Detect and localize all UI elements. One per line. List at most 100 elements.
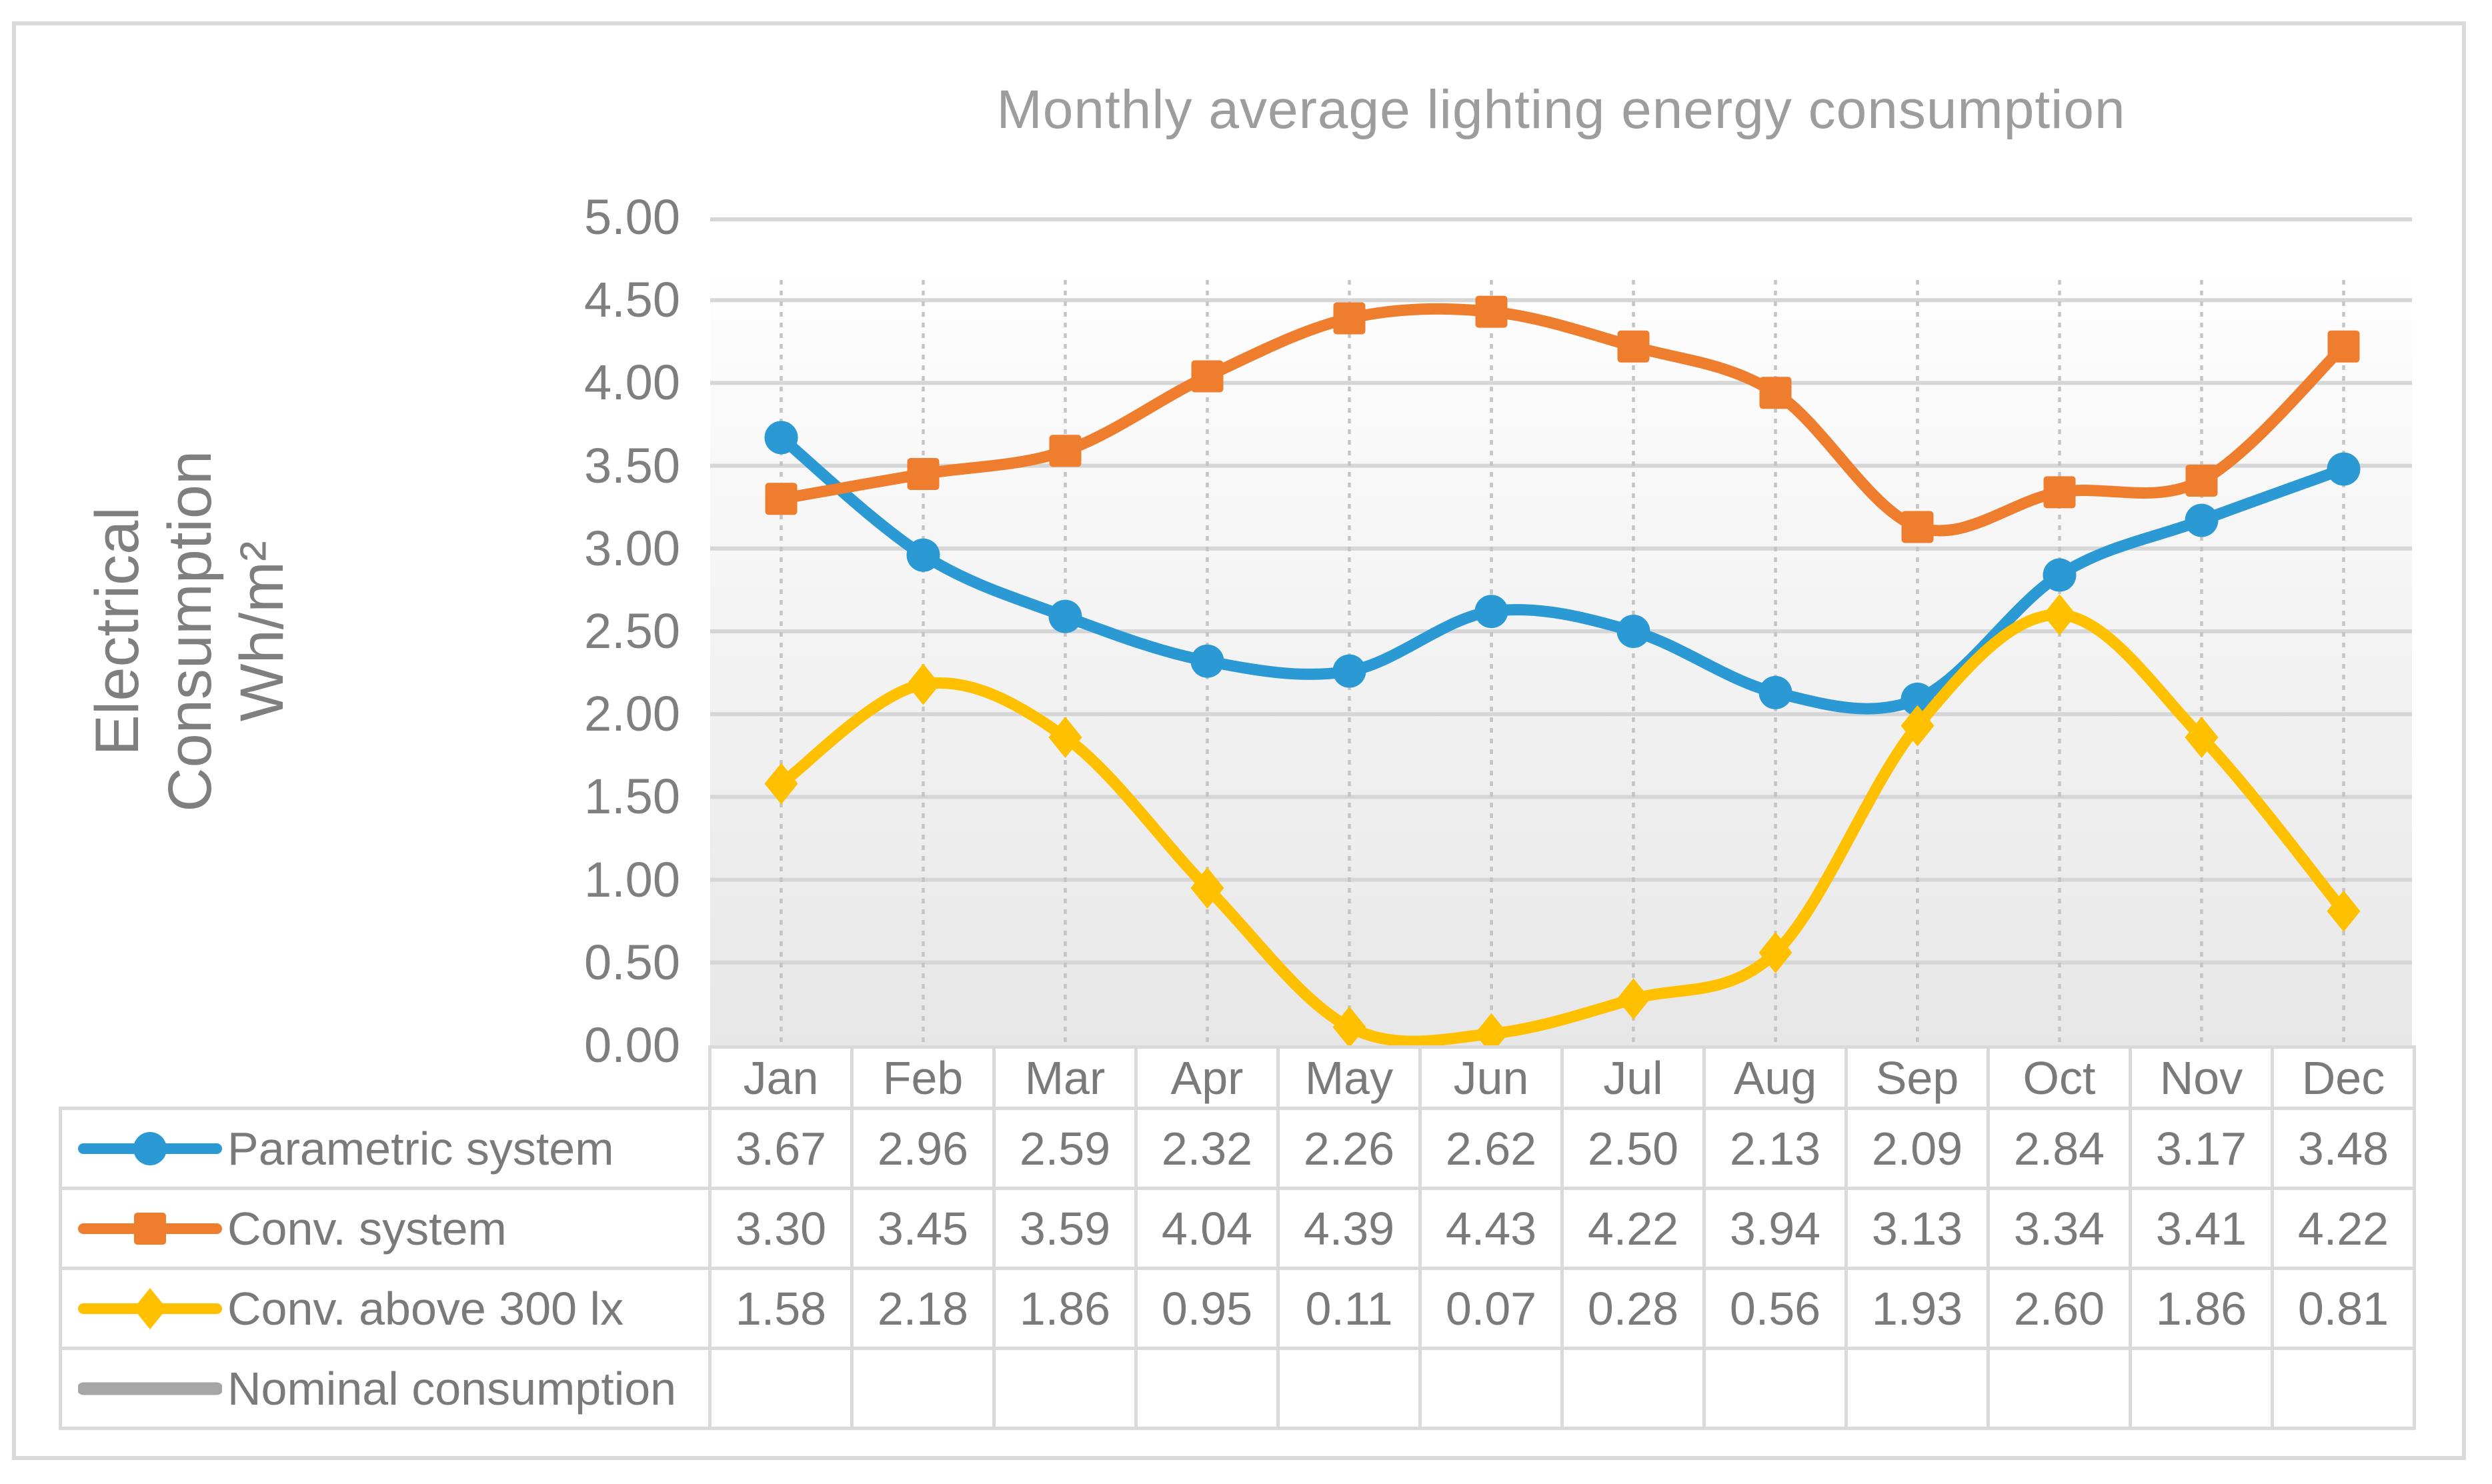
table-value-cell bbox=[708, 1347, 854, 1430]
month-header-cell: Dec bbox=[2271, 1045, 2416, 1110]
table-value-cell bbox=[1276, 1347, 1422, 1430]
table-value-cell: 3.13 bbox=[1844, 1187, 1990, 1270]
month-header-cell: Jan bbox=[708, 1045, 854, 1110]
legend-label: Nominal consumption bbox=[227, 1362, 677, 1415]
y-axis-tick-label: 3.50 bbox=[583, 437, 680, 493]
data-point-marker bbox=[1048, 599, 1082, 633]
table-value-cell: 3.30 bbox=[708, 1187, 854, 1270]
table-value-cell: 4.39 bbox=[1276, 1187, 1422, 1270]
data-point-marker bbox=[1474, 1013, 1508, 1055]
month-header-cell: Feb bbox=[850, 1045, 996, 1110]
month-header-cell: Sep bbox=[1844, 1045, 1990, 1110]
data-point-marker bbox=[1616, 978, 1650, 1020]
data-point-marker bbox=[2327, 890, 2361, 932]
data-point-marker bbox=[1759, 377, 1792, 409]
table-value-cell: 2.09 bbox=[1844, 1107, 1990, 1190]
data-point-marker bbox=[1049, 435, 1082, 467]
y-axis-title-line: Consumption bbox=[155, 450, 224, 813]
y-axis-tick-label: 2.50 bbox=[583, 603, 680, 659]
table-value-cell: 4.04 bbox=[1134, 1187, 1280, 1270]
table-value-cell: 3.41 bbox=[2129, 1187, 2274, 1270]
table-value-cell: 0.95 bbox=[1134, 1267, 1280, 1350]
table-value-cell: 3.48 bbox=[2271, 1107, 2416, 1190]
data-point-marker bbox=[2043, 476, 2076, 509]
month-header-cell: Jul bbox=[1560, 1045, 1706, 1110]
table-value-cell: 0.81 bbox=[2271, 1267, 2416, 1350]
data-point-marker bbox=[2327, 452, 2361, 486]
y-axis-tick-label: 2.00 bbox=[583, 686, 680, 742]
data-point-marker bbox=[907, 458, 940, 491]
data-point-marker bbox=[1190, 867, 1224, 909]
table-value-cell: 2.84 bbox=[1987, 1107, 2132, 1190]
y-axis-tick-label: 4.00 bbox=[583, 355, 680, 411]
legend-cell: Conv. system bbox=[59, 1187, 712, 1270]
legend-label: Conv. system bbox=[227, 1202, 507, 1255]
data-point-marker bbox=[2327, 330, 2360, 363]
y-axis-title: Electrical Consumption Wh/m² bbox=[81, 451, 299, 812]
table-value-cell: 4.43 bbox=[1418, 1187, 1564, 1270]
y-axis-tick-label: 5.00 bbox=[583, 189, 680, 245]
table-value-cell: 1.86 bbox=[992, 1267, 1138, 1350]
y-axis-tick-label: 4.50 bbox=[583, 272, 680, 328]
table-value-cell: 1.58 bbox=[708, 1267, 854, 1350]
table-value-cell bbox=[1560, 1347, 1706, 1430]
data-point-marker bbox=[1475, 295, 1508, 328]
table-value-cell: 1.93 bbox=[1844, 1267, 1990, 1350]
table-value-cell: 3.17 bbox=[2129, 1107, 2274, 1190]
table-value-cell bbox=[1844, 1347, 1990, 1430]
data-point-marker bbox=[1758, 931, 1792, 973]
data-point-marker bbox=[2043, 594, 2077, 636]
month-header-cell: Nov bbox=[2129, 1045, 2274, 1110]
table-value-cell: 3.59 bbox=[992, 1187, 1138, 1270]
y-axis-title-line: Electrical bbox=[83, 507, 152, 756]
table-value-cell: 0.56 bbox=[1702, 1267, 1848, 1350]
data-point-marker bbox=[2185, 464, 2218, 497]
legend-cell: Parametric system bbox=[59, 1107, 712, 1190]
y-axis-tick-label: 1.50 bbox=[583, 769, 680, 825]
y-axis-tick-labels: 5.00 4.50 4.00 3.50 3.00 2.50 2.00 1.50 1.00 0.50… bbox=[467, 0, 680, 1484]
data-point-marker bbox=[1048, 716, 1082, 758]
table-value-cell bbox=[2271, 1347, 2416, 1430]
y-axis-tick-label: 3.00 bbox=[583, 520, 680, 576]
table-value-cell: 2.96 bbox=[850, 1107, 996, 1190]
series-line bbox=[776, 431, 2349, 715]
legend-cell: Nominal consumption bbox=[59, 1347, 712, 1430]
data-point-marker bbox=[1901, 511, 1934, 543]
data-point-marker bbox=[2043, 558, 2077, 592]
table-value-cell bbox=[850, 1347, 996, 1430]
legend-key-line bbox=[78, 1382, 222, 1395]
data-point-marker bbox=[1190, 644, 1224, 678]
month-header-cell: Aug bbox=[1702, 1045, 1848, 1110]
plot-gradient-fill bbox=[710, 280, 2412, 1045]
table-value-cell: 2.18 bbox=[850, 1267, 996, 1350]
table-value-cell: 2.60 bbox=[1987, 1267, 2132, 1350]
data-point-marker bbox=[2185, 503, 2219, 537]
table-value-cell: 2.32 bbox=[1134, 1107, 1280, 1190]
table-value-cell bbox=[1418, 1347, 1564, 1430]
table-value-cell bbox=[1134, 1347, 1280, 1430]
legend-cell: Conv. above 300 lx bbox=[59, 1267, 712, 1350]
table-value-cell bbox=[2129, 1347, 2274, 1430]
data-point-marker bbox=[765, 483, 798, 515]
data-point-marker bbox=[134, 1212, 166, 1245]
data-point-marker bbox=[1616, 615, 1650, 648]
month-header-cell: Apr bbox=[1134, 1045, 1280, 1110]
legend-key-circle bbox=[78, 1131, 222, 1165]
data-point-marker bbox=[133, 1287, 167, 1329]
plot-background bbox=[710, 280, 2412, 1045]
series-lines bbox=[764, 295, 2361, 1055]
month-header-cell: Jun bbox=[1418, 1045, 1564, 1110]
table-value-cell: 3.45 bbox=[850, 1187, 996, 1270]
y-axis-title-box: Electrical Consumption Wh/m² bbox=[47, 217, 333, 1045]
table-value-cell: 0.07 bbox=[1418, 1267, 1564, 1350]
month-header-cell: Oct bbox=[1987, 1045, 2132, 1110]
table-value-cell: 2.50 bbox=[1560, 1107, 1706, 1190]
table-value-cell: 3.94 bbox=[1702, 1187, 1848, 1270]
plot-area bbox=[710, 217, 2412, 1055]
data-point-marker bbox=[1901, 705, 1935, 747]
table-value-cell: 4.22 bbox=[1560, 1187, 1706, 1270]
table-value-cell: 4.22 bbox=[2271, 1187, 2416, 1270]
y-axis-tick-label: 0.00 bbox=[583, 1017, 680, 1073]
table-value-cell: 2.26 bbox=[1276, 1107, 1422, 1190]
table-value-cell: 2.59 bbox=[992, 1107, 1138, 1190]
